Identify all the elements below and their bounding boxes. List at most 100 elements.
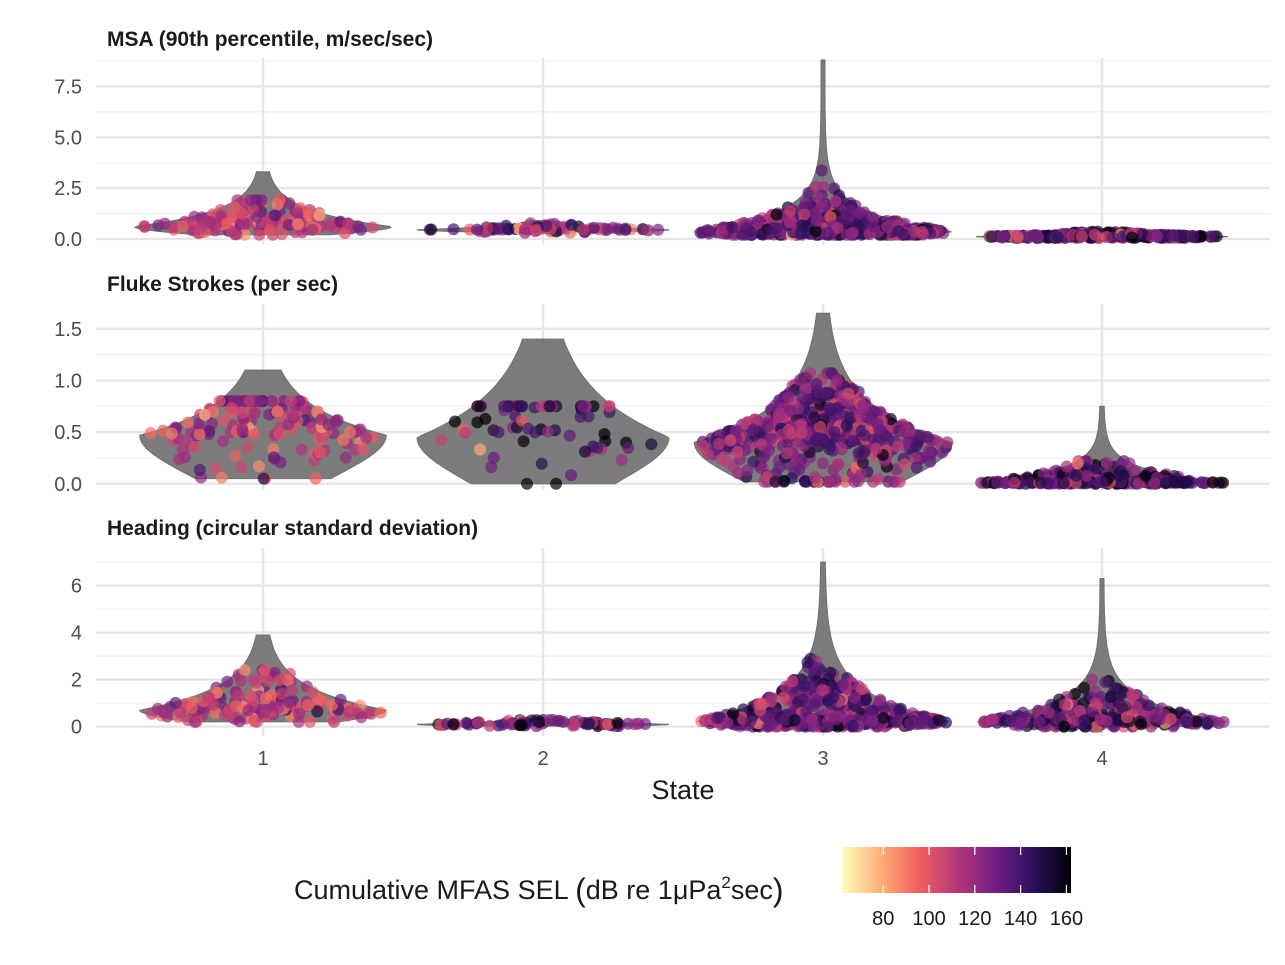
data-point bbox=[853, 207, 866, 220]
data-point bbox=[811, 190, 824, 203]
data-point bbox=[795, 426, 808, 439]
state-1-group bbox=[133, 171, 393, 241]
state-1-group bbox=[139, 369, 387, 485]
data-point bbox=[613, 223, 626, 236]
data-point bbox=[498, 400, 511, 413]
data-point bbox=[295, 443, 308, 456]
data-point bbox=[244, 689, 257, 702]
data-point bbox=[1033, 715, 1046, 728]
data-point bbox=[271, 405, 284, 418]
data-point bbox=[529, 426, 542, 439]
data-point bbox=[755, 228, 768, 241]
y-tick-label: 2.5 bbox=[54, 178, 82, 200]
data-point bbox=[696, 439, 709, 452]
data-point bbox=[165, 427, 178, 440]
data-point bbox=[910, 461, 923, 474]
data-point bbox=[235, 461, 248, 474]
data-point bbox=[897, 425, 910, 438]
data-point bbox=[1136, 228, 1149, 241]
data-point bbox=[815, 164, 828, 177]
data-point bbox=[516, 400, 529, 413]
data-point bbox=[342, 217, 354, 230]
data-point bbox=[229, 449, 242, 462]
data-point bbox=[1024, 476, 1037, 489]
data-point bbox=[769, 475, 782, 488]
data-point bbox=[217, 414, 230, 426]
data-point bbox=[258, 664, 271, 677]
data-point bbox=[492, 223, 504, 236]
data-point bbox=[1088, 463, 1101, 476]
data-point bbox=[225, 402, 238, 415]
data-point bbox=[344, 426, 357, 438]
data-point bbox=[474, 443, 487, 456]
data-point bbox=[1126, 231, 1138, 244]
data-point bbox=[591, 441, 604, 454]
x-axis-title: State bbox=[651, 775, 714, 805]
colorbar bbox=[842, 847, 1071, 893]
data-point bbox=[752, 214, 765, 227]
data-point bbox=[306, 223, 319, 236]
data-point bbox=[823, 401, 836, 414]
data-point bbox=[354, 423, 367, 436]
data-point bbox=[213, 395, 226, 408]
data-point bbox=[857, 456, 869, 469]
y-tick-label: 4 bbox=[71, 623, 82, 645]
violin-state-3 bbox=[694, 59, 952, 236]
data-point bbox=[496, 718, 509, 731]
data-point bbox=[800, 381, 813, 394]
data-point bbox=[1113, 470, 1126, 483]
data-point bbox=[645, 438, 658, 451]
data-point bbox=[1197, 477, 1210, 489]
data-point bbox=[762, 712, 775, 725]
data-point bbox=[858, 429, 871, 442]
y-tick-label: 0.0 bbox=[54, 474, 82, 496]
data-point bbox=[816, 457, 829, 470]
data-point bbox=[788, 714, 801, 727]
data-point bbox=[1029, 229, 1042, 242]
data-point bbox=[897, 228, 910, 241]
data-point bbox=[779, 713, 792, 726]
data-point bbox=[800, 372, 813, 384]
data-point bbox=[866, 714, 879, 727]
y-tick-label: 0 bbox=[71, 717, 82, 739]
data-point bbox=[257, 472, 270, 485]
data-point bbox=[1089, 697, 1102, 710]
data-point bbox=[203, 425, 216, 438]
y-tick-label: 5.0 bbox=[54, 127, 82, 149]
data-point bbox=[179, 434, 192, 447]
data-point bbox=[185, 701, 198, 714]
data-point bbox=[809, 225, 822, 238]
data-point bbox=[447, 223, 460, 236]
data-point bbox=[1126, 688, 1139, 701]
state-2-group bbox=[416, 217, 670, 239]
data-point bbox=[563, 429, 576, 442]
data-point bbox=[855, 468, 868, 481]
data-point bbox=[169, 696, 182, 709]
data-point bbox=[144, 427, 157, 439]
state-3-group bbox=[694, 59, 952, 241]
legend-title-unit-1: dB re 1 bbox=[586, 875, 673, 905]
data-point bbox=[799, 475, 811, 488]
data-point bbox=[830, 713, 842, 726]
facet-panels: 0.0 2.5 5.0 7.5 MSA (90th percentile, m/sec/… bbox=[54, 28, 1270, 739]
data-point bbox=[840, 228, 853, 241]
data-point bbox=[339, 451, 352, 464]
data-point bbox=[193, 463, 206, 476]
data-point bbox=[1132, 477, 1145, 490]
data-point bbox=[814, 420, 827, 433]
data-point bbox=[1095, 475, 1108, 488]
data-point bbox=[259, 692, 272, 705]
y-tick-label: 7.5 bbox=[54, 76, 82, 98]
data-point bbox=[808, 471, 821, 484]
data-point bbox=[870, 442, 883, 455]
data-point bbox=[786, 675, 799, 688]
data-point bbox=[471, 223, 484, 236]
legend-title-unit-2: Pa bbox=[688, 875, 722, 905]
data-point bbox=[228, 228, 241, 241]
data-point bbox=[1130, 701, 1143, 713]
data-point bbox=[1167, 229, 1180, 242]
data-point bbox=[601, 223, 614, 236]
panel-title: Heading (circular standard deviation) bbox=[107, 517, 478, 540]
state-4-group bbox=[975, 225, 1229, 244]
